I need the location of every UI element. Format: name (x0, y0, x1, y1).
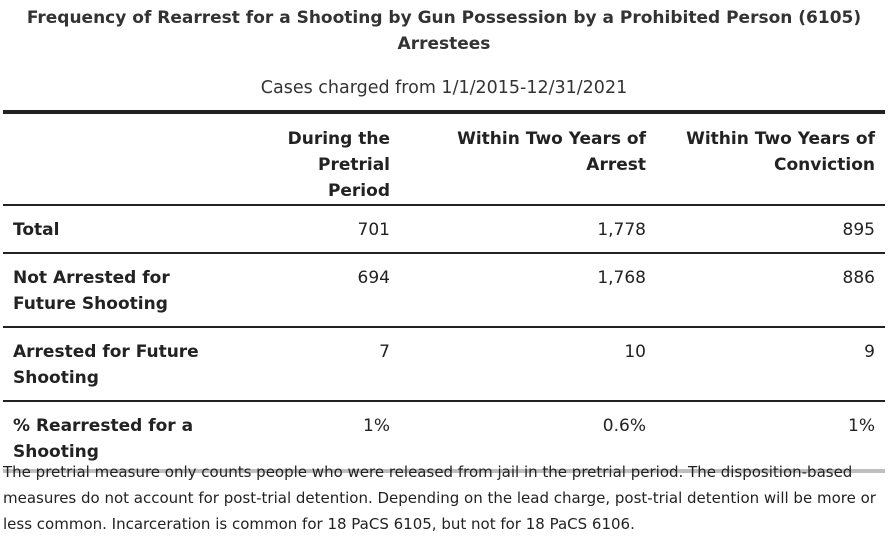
header-cell-two-years-conviction: Within Two Years of Conviction (656, 112, 885, 206)
header-cell-empty (3, 112, 241, 206)
header-cell-two-years-arrest: Within Two Years of Arrest (400, 112, 656, 206)
cell-value: 1,778 (400, 205, 656, 254)
cell-value: 1% (363, 416, 390, 436)
table-row: Not Arrested for Future Shooting 694 1,7… (3, 253, 885, 328)
row-label: % Rearrested for a Shooting (13, 416, 194, 462)
cell-value: 10 (400, 327, 656, 402)
cell-value: 9 (656, 327, 885, 402)
row-label: Not Arrested for Future Shooting (3, 253, 241, 328)
table-row: Arrested for Future Shooting 7 10 9 (3, 327, 885, 402)
cell-value: 1,768 (400, 253, 656, 328)
cell-value: 7 (241, 327, 400, 402)
cell-value: 0.6% (602, 416, 646, 436)
cell-value: 701 (241, 205, 400, 254)
cell-value: 1% (848, 416, 875, 436)
header-cell-pretrial: During the Pretrial Period (241, 112, 400, 206)
cell-value: 895 (656, 205, 885, 254)
header-row: During the Pretrial Period Within Two Ye… (3, 112, 885, 206)
table-row: % Rearrested for a Shooting 1% 0.6% 1% (3, 401, 885, 471)
table-row: Total 701 1,778 895 (3, 205, 885, 254)
table-title: Frequency of Rearrest for a Shooting by … (26, 8, 862, 54)
table-subtitle: Cases charged from 1/1/2015-12/31/2021 (260, 78, 628, 98)
rearrest-table: During the Pretrial Period Within Two Ye… (3, 110, 885, 473)
cell-value: 694 (241, 253, 400, 328)
cell-value: 886 (656, 253, 885, 328)
row-label: Arrested for Future Shooting (3, 327, 241, 402)
footnote: The pretrial measure only counts people … (3, 463, 876, 533)
row-label: Total (3, 205, 241, 254)
